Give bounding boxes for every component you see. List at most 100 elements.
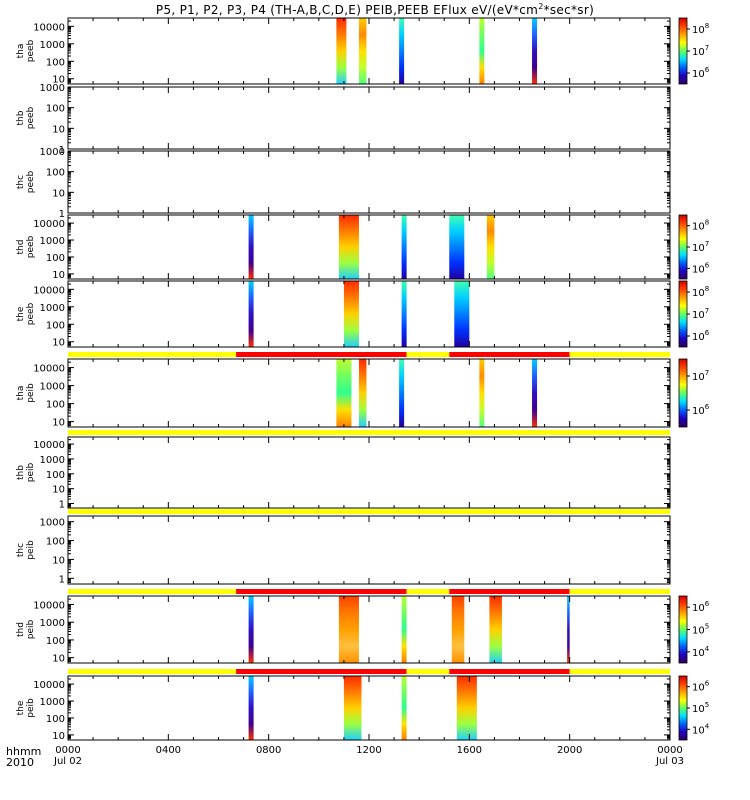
colorbar-tick-label: 107	[692, 240, 709, 254]
y-tick-label: 1000	[40, 236, 65, 247]
colorbar-tick-label: 108	[692, 285, 709, 299]
colorbar-tick-label: 106	[692, 600, 710, 614]
colorbar-tick-label: 107	[692, 44, 709, 58]
spectrogram-block	[336, 18, 347, 84]
y-tick-label: 1000	[40, 83, 65, 94]
panel-thb-peeb: 1000 100 10 1 thb peeb	[16, 83, 671, 156]
panel-probe-label: thc	[16, 543, 26, 557]
colorbar	[678, 17, 688, 85]
y-tick-label: 100	[46, 104, 65, 115]
y-tick-label: 1000	[40, 303, 65, 314]
panel-frame	[67, 358, 671, 428]
spectrogram-block	[401, 676, 407, 740]
colorbar	[678, 675, 688, 741]
y-tick-label: 10	[52, 270, 65, 281]
panel-product-label: peib	[26, 619, 36, 639]
y-tick-label: 1000	[40, 40, 65, 51]
y-tick-label: 100	[46, 470, 65, 481]
panel-probe-label: tha	[16, 386, 26, 401]
panel-frame	[67, 436, 671, 509]
panel-product-label: peib	[26, 698, 36, 718]
y-tick-label: 100	[46, 537, 65, 548]
y-tick-label: 100	[46, 168, 65, 179]
y-tick-label: 10	[52, 485, 65, 496]
colorbar-tick-label: 105	[692, 623, 709, 637]
y-tick-label: 100	[46, 253, 65, 264]
y-tick-label: 10	[52, 75, 65, 86]
spectrogram-block	[343, 281, 359, 347]
y-tick-label: 10000	[33, 680, 65, 691]
panel-thb-peib: 10000 1000 100 10 1 thb peib	[16, 430, 671, 511]
panel-frame	[67, 675, 671, 741]
x-tick-label: 0400	[156, 745, 181, 756]
spectrogram-block	[248, 596, 254, 663]
colorbar-tick-label: 108	[692, 219, 709, 233]
colorbar-tick-label: 106	[692, 261, 710, 275]
panel-probe-label: thb	[16, 110, 26, 125]
panel-probe-label: the	[16, 306, 26, 321]
y-tick-label: 10	[52, 338, 65, 349]
flag-bar-segment	[68, 509, 670, 514]
spectrogram-block	[449, 215, 465, 279]
spectrogram-block	[399, 359, 405, 427]
flag-bar-segment	[569, 352, 670, 357]
x-tick-label: 0000	[55, 745, 80, 756]
flag-bar-segment	[406, 669, 450, 674]
spectrogram-block	[489, 596, 502, 663]
spectrogram-block	[248, 215, 254, 279]
y-tick-label: 10000	[33, 600, 65, 611]
panel-thc-peib: 1000 100 10 1 thc peib	[16, 509, 671, 585]
flag-bar-segment	[236, 589, 407, 594]
panel-thc-peeb: 1000 100 10 1 thc peeb	[16, 147, 671, 220]
panel-product-label: peib	[26, 540, 36, 560]
colorbar-tick-label: 105	[692, 701, 709, 715]
y-tick-label: 10000	[33, 219, 65, 230]
panel-thd-peeb: 10000 1000 100 10 thd peeb 108 107 106	[16, 214, 710, 281]
panel-frame	[67, 595, 671, 664]
panel-frame	[67, 280, 671, 348]
flag-bar-segment	[236, 669, 407, 674]
spectrogram-block	[479, 359, 485, 427]
spectrogram-block	[532, 359, 538, 427]
plot-title: P5, P1, P2, P3, P4 (TH-A,B,C,D,E) PEIB,P…	[0, 2, 750, 17]
x-tick-label: 1600	[457, 745, 482, 756]
y-tick-label: 100	[46, 714, 65, 725]
x-tick-label: 2000	[557, 745, 582, 756]
panel-product-label: peeb	[26, 170, 36, 193]
colorbar-tick-label: 107	[692, 307, 709, 321]
panel-frame	[67, 150, 671, 214]
y-tick-label: 100	[46, 636, 65, 647]
flag-bar-segment	[236, 352, 407, 357]
y-tick-label: 10000	[33, 285, 65, 296]
flag-bar-segment	[406, 589, 450, 594]
y-tick-label: 1000	[40, 697, 65, 708]
y-tick-label: 1000	[40, 382, 65, 393]
colorbar-tick-label: 104	[692, 722, 710, 736]
spectrogram-block	[248, 281, 254, 347]
flag-bar-segment	[449, 669, 570, 674]
panel-probe-label: thd	[16, 240, 26, 255]
y-tick-label: 10000	[33, 440, 65, 451]
y-tick-label: 1	[59, 145, 65, 156]
colorbar-tick-label: 104	[692, 645, 710, 659]
flag-bar-segment	[449, 352, 570, 357]
y-tick-label: 10	[52, 555, 65, 566]
spectrogram-block	[401, 215, 407, 279]
y-tick-label: 1000	[40, 455, 65, 466]
spectrogram-block	[486, 215, 495, 279]
spectrogram-block	[454, 281, 470, 347]
spectrogram-block	[338, 596, 359, 663]
flag-bar-segment	[68, 669, 237, 674]
spectrogram-block	[479, 18, 485, 84]
x-tick-label: 0800	[256, 745, 281, 756]
spectrogram-block	[358, 359, 367, 427]
y-tick-label: 100	[46, 57, 65, 68]
flag-bar-segment	[449, 589, 570, 594]
title-superscript: 2	[538, 2, 544, 11]
panel-product-label: peeb	[26, 302, 36, 325]
date-start-label: Jul 02	[53, 756, 82, 767]
x-tick-label: 0000	[657, 745, 682, 756]
spectrogram-block	[343, 676, 362, 740]
colorbar-tick-label: 107	[692, 369, 709, 383]
